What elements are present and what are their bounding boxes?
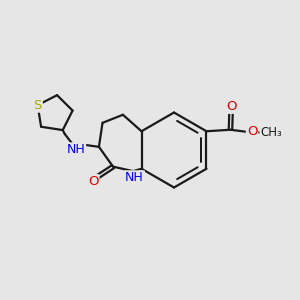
Text: NH: NH [66, 143, 85, 156]
Text: S: S [33, 99, 42, 112]
Text: CH₃: CH₃ [260, 126, 282, 139]
Text: O: O [226, 100, 236, 113]
Text: O: O [88, 175, 98, 188]
Text: O: O [247, 125, 257, 138]
Text: NH: NH [125, 171, 144, 184]
